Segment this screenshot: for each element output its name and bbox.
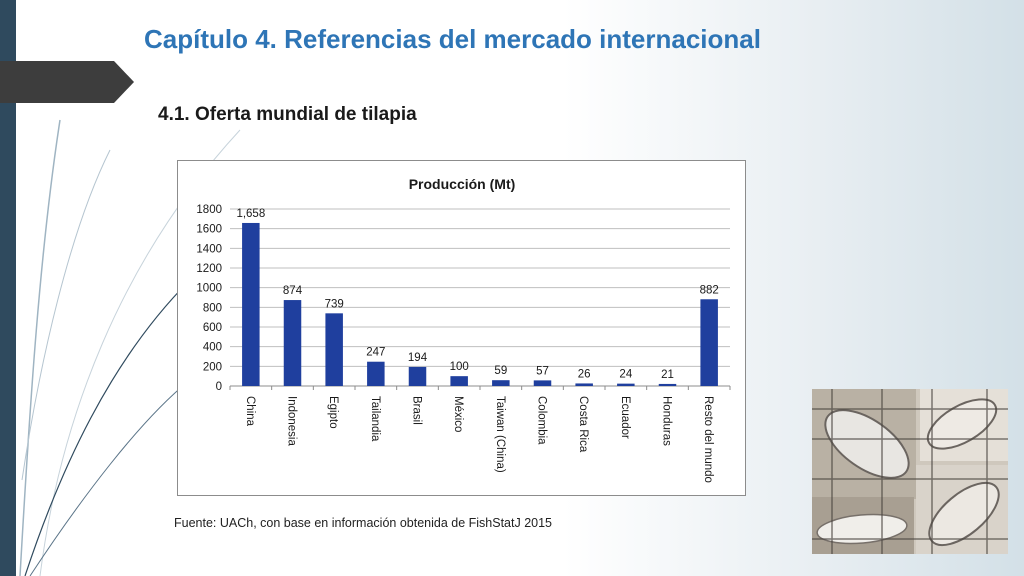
data-label: 21 [661, 369, 674, 381]
chart-grid [230, 208, 730, 387]
source-note: Fuente: UACh, con base en información ob… [174, 516, 553, 530]
data-label: 882 [700, 284, 719, 296]
x-tick-label: Resto del mundo [702, 396, 714, 483]
y-tick-label: 0 [216, 381, 222, 393]
data-label: 59 [494, 365, 507, 377]
tilapia-photo-collage [812, 389, 1008, 554]
y-tick-label: 800 [203, 302, 222, 314]
left-accent-bar [0, 0, 16, 576]
data-label: 739 [325, 298, 344, 310]
bar [658, 383, 677, 386]
x-tick-label: Ecuador [619, 396, 631, 439]
x-tick-label: Tailandia [369, 396, 381, 442]
x-tick-label: China [244, 396, 256, 427]
bar [533, 380, 552, 386]
y-tick-label: 200 [203, 361, 222, 373]
slide-title: Capítulo 4. Referencias del mercado inte… [144, 24, 761, 54]
bar [450, 376, 468, 386]
x-tick-label: Taiwan (China) [494, 396, 506, 473]
decorative-curves [19, 119, 241, 576]
bar [283, 300, 302, 386]
bar [408, 366, 427, 386]
bar [325, 313, 343, 386]
y-tick-label: 1400 [196, 243, 222, 255]
y-tick-label: 1600 [196, 224, 222, 236]
bar [617, 383, 635, 386]
production-bar-chart: Producción (Mt) 0 200 400 600 800 1000 1200 140… [196, 176, 731, 483]
x-axis: China Indonesia Egipto Tailandia Brasil Méxic… [229, 386, 731, 483]
data-label: 194 [408, 352, 428, 364]
data-label: 874 [283, 285, 303, 297]
y-tick-label: 600 [203, 322, 222, 334]
bar [242, 222, 260, 386]
y-tick-label: 1800 [196, 204, 222, 216]
slide-subtitle: 4.1. Oferta mundial de tilapia [158, 104, 417, 125]
data-label: 100 [450, 361, 469, 373]
y-tick-label: 400 [203, 342, 222, 354]
fish-image [812, 389, 1008, 554]
bar [575, 383, 593, 386]
bar [367, 361, 385, 386]
bar [700, 299, 718, 386]
x-tick-label: Egipto [327, 396, 339, 429]
x-tick-label: Costa Rica [577, 396, 589, 453]
data-label: 26 [578, 368, 591, 380]
data-label: 57 [536, 365, 549, 377]
data-label: 247 [366, 347, 385, 359]
y-tick-label: 1200 [196, 263, 222, 275]
x-tick-label: Honduras [661, 396, 673, 446]
data-label: 24 [619, 369, 632, 381]
x-tick-label: Colombia [536, 396, 548, 445]
y-tick-label: 1000 [196, 283, 222, 295]
bars [242, 222, 718, 386]
x-tick-label: México [452, 396, 464, 432]
section-arrow [0, 61, 134, 103]
data-label: 1,658 [236, 208, 265, 220]
bar [492, 380, 510, 386]
x-tick-label: Brasil [411, 396, 423, 425]
x-tick-label: Indonesia [286, 396, 298, 446]
data-labels: 1,658 874 739 247 194 100 59 57 26 24 21 882 [236, 208, 718, 381]
chart-container: Producción (Mt) 0 200 400 600 800 1000 1200 140… [177, 160, 746, 496]
chart-title: Producción (Mt) [409, 176, 516, 192]
